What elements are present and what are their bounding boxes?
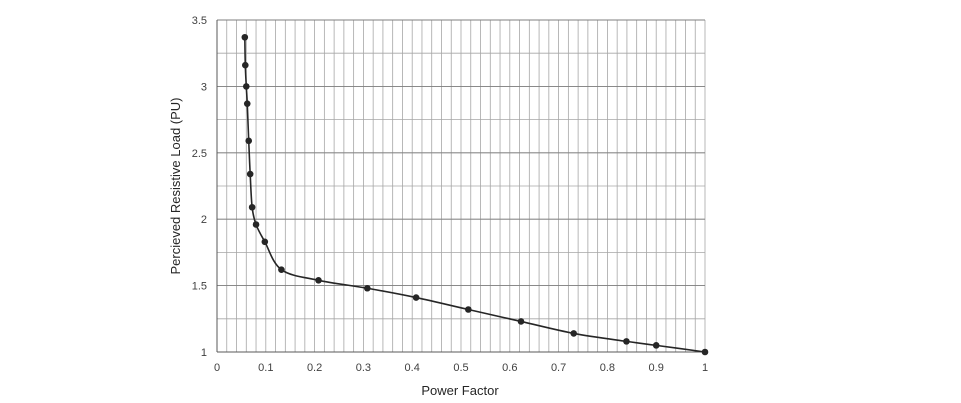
major-gridlines [216, 19, 705, 353]
y-axis-title: Percieved Resistive Load (PU) [168, 97, 183, 274]
data-point [243, 100, 251, 107]
data-point [242, 83, 250, 90]
x-tick-label: 0.2 [307, 362, 322, 374]
y-tick-label: 1 [201, 347, 207, 359]
data-point [315, 276, 322, 284]
x-tick-label: 0.6 [502, 362, 517, 374]
data-point [623, 338, 630, 345]
series-line [244, 37, 706, 353]
minor-gridlines [216, 19, 706, 353]
data-point [261, 238, 269, 246]
x-tick-labels: 0 0.1 0.2 0.3 0.4 0.5 0.6 0.7 0.8 0.9 1 [214, 362, 708, 374]
x-tick-label: 0.5 [453, 362, 468, 374]
x-tick-label: 0 [214, 362, 220, 374]
data-point [278, 266, 285, 273]
data-point [252, 221, 260, 228]
y-tick-label: 3.5 [192, 15, 207, 27]
data-series [244, 37, 706, 353]
data-point [701, 348, 709, 356]
y-tick-label: 3 [201, 81, 207, 93]
data-point [517, 318, 525, 325]
x-tick-label: 0.3 [356, 362, 371, 374]
data-points [241, 33, 709, 356]
y-tick-label: 2.5 [192, 148, 207, 160]
data-point [248, 203, 256, 211]
data-point [465, 306, 472, 313]
x-tick-label: 0.8 [600, 362, 615, 374]
y-tick-labels: 1 1.5 2 2.5 3 3.5 [192, 15, 207, 359]
data-point [412, 294, 420, 301]
data-point [241, 33, 249, 41]
x-tick-label: 0.7 [551, 362, 566, 374]
x-tick-label: 0.1 [258, 362, 273, 374]
y-tick-label: 1.5 [192, 281, 207, 293]
data-point [245, 137, 253, 145]
data-point [242, 61, 249, 69]
data-point [246, 170, 254, 178]
x-tick-label: 0.9 [649, 362, 664, 374]
data-point [652, 342, 660, 349]
y-tick-label: 2 [201, 214, 207, 226]
x-tick-label: 0.4 [405, 362, 420, 374]
x-tick-label: 1 [702, 362, 708, 374]
data-point [570, 330, 578, 337]
x-axis-title: Power Factor [421, 383, 499, 398]
data-point [364, 284, 371, 292]
